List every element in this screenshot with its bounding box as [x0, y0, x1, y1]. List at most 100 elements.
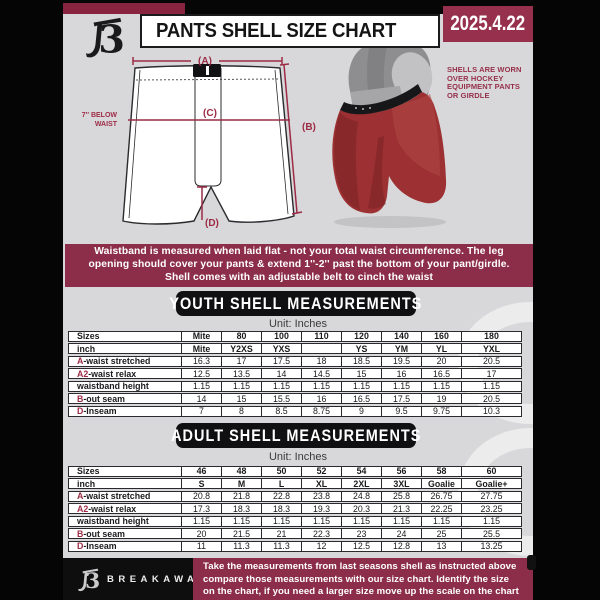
table-cell: 18.5	[341, 355, 382, 367]
table-cell: 18.3	[261, 503, 302, 515]
table-cell: 180	[461, 331, 522, 342]
table-cell: YXL	[461, 343, 522, 355]
table-row: A2 -waist relax 12.5 13.5 14 14.5 15 16 16.5 17	[68, 368, 530, 380]
diagram-label-b: (B)	[302, 122, 316, 133]
table-cell: 16.3	[181, 355, 222, 367]
table-cell: 1.15	[301, 515, 342, 527]
table-cell: XL	[301, 478, 342, 490]
row-label-prefix: B	[77, 393, 84, 404]
left-seam	[128, 69, 141, 219]
measurement-info-banner: Waistband is measured when laid flat - n…	[65, 244, 533, 287]
table-cell: Mite	[181, 331, 222, 342]
table-cell: 60	[461, 466, 522, 477]
table-cell: YM	[381, 343, 422, 355]
row-label-text: -waist relax	[88, 368, 137, 379]
table-cell: 7	[181, 405, 222, 417]
row-label-prefix: A	[77, 491, 84, 502]
caption-line: SHELLS ARE WORN	[447, 65, 522, 74]
table-cell: 1.15	[181, 380, 222, 392]
table-cell: 1.15	[381, 380, 422, 392]
info-line: opening should cover your pants & extend…	[88, 259, 510, 271]
row-label-text: inch	[77, 478, 96, 489]
row-label-prefix: A2	[77, 368, 89, 379]
diagram-label-d: (D)	[205, 218, 219, 229]
table-cell: Y2XS	[221, 343, 262, 355]
table-cell: 13.5	[221, 368, 262, 380]
photo-shadow	[334, 216, 446, 228]
row-label-text: waistband height	[77, 516, 149, 527]
table-cell: 15	[221, 393, 262, 405]
breakaway-logo-icon: 3	[78, 568, 100, 592]
table-cell: 12	[301, 540, 342, 552]
row-label: A2 -waist relax	[68, 368, 182, 380]
table-cell: 58	[421, 466, 462, 477]
row-label-text: -Inseam	[83, 541, 117, 552]
svg-text:3: 3	[85, 569, 100, 592]
table-cell: 20.5	[461, 393, 522, 405]
shell-shadow-left	[334, 112, 360, 210]
page-title-box: PANTS SHELL SIZE CHART	[140, 14, 440, 48]
table-cell: 16	[301, 393, 342, 405]
footer-instructions: Take the measurements from last seasons …	[193, 558, 533, 600]
info-line: Waistband is measured when laid flat - n…	[94, 246, 504, 258]
measure-line-d	[197, 186, 207, 220]
lace-dot	[355, 107, 357, 109]
date-badge: 2025.4.22	[443, 6, 533, 42]
row-label: D -Inseam	[68, 405, 182, 417]
footer-line: Take the measurements from last seasons …	[203, 561, 517, 572]
table-cell: 20.8	[181, 490, 222, 502]
table-cell: 9.75	[421, 405, 462, 417]
table-cell: 19	[421, 393, 462, 405]
lace-dot	[362, 108, 364, 110]
table-row: waistband height 1.15 1.15 1.15 1.15 1.15 1.15…	[68, 515, 530, 527]
table-cell: 17.5	[261, 355, 302, 367]
table-cell: 16.5	[421, 368, 462, 380]
table-cell: 20	[421, 355, 462, 367]
shorts-measurement-diagram: (A) (B) (C) (D) 7'' BELOW WAIST	[82, 56, 316, 229]
table-cell: 3XL	[381, 478, 422, 490]
footer-line: on the chart, if you need a larger size …	[203, 586, 519, 598]
diagram-label-a: (A)	[198, 56, 212, 67]
table-cell: Mite	[181, 343, 222, 355]
table-cell: 1.15	[221, 515, 262, 527]
table-cell: 50	[261, 466, 302, 477]
row-label-text: -waist stretched	[83, 356, 151, 367]
table-cell: 22.25	[421, 503, 462, 515]
table-row: A -waist stretched 20.8 21.8 22.8 23.8 24.8 25.…	[68, 490, 530, 502]
table-cell: 1.15	[341, 515, 382, 527]
table-row: Sizes 46 48 50 52 54 56 58 60	[68, 466, 530, 477]
row-label-text: waistband height	[77, 381, 149, 392]
table-cell: 15.5	[261, 393, 302, 405]
row-label: Sizes	[68, 466, 182, 477]
caption-line: EQUIPMENT PANTS	[447, 82, 521, 92]
table-cell: 12.5	[181, 368, 222, 380]
table-cell: 18	[301, 355, 342, 367]
table-cell: 19.5	[381, 355, 422, 367]
table-cell: 14.5	[301, 368, 342, 380]
table-cell: 16.5	[341, 393, 382, 405]
thigh-pad	[391, 52, 433, 100]
table-row: Sizes Mite 80 100 110 120 140 160 180	[68, 331, 530, 342]
date-text: 2025.4.22	[450, 12, 526, 35]
row-label-prefix: A	[77, 356, 84, 367]
table-cell: 17	[461, 368, 522, 380]
row-label-prefix: B	[77, 528, 84, 539]
diagram-label-c: (C)	[203, 108, 217, 119]
table-cell: 25	[421, 528, 462, 540]
table-cell: 21.5	[221, 528, 262, 540]
table-cell: 160	[421, 331, 462, 342]
right-seam	[274, 69, 289, 215]
youth-unit-label: Unit: Inches	[268, 318, 328, 330]
table-cell: 1.15	[381, 515, 422, 527]
table-cell: 52	[301, 466, 342, 477]
table-cell: 9	[341, 405, 382, 417]
row-label-text: Sizes	[77, 331, 100, 342]
footer-line: compare those measurements with our size…	[203, 573, 510, 585]
table-cell: Goalie	[421, 478, 462, 490]
table-cell: 1.15	[181, 515, 222, 527]
svg-text:3: 3	[98, 17, 125, 59]
table-cell: 20.3	[341, 503, 382, 515]
fly-panel	[194, 68, 222, 187]
table-cell: 22.3	[301, 528, 342, 540]
